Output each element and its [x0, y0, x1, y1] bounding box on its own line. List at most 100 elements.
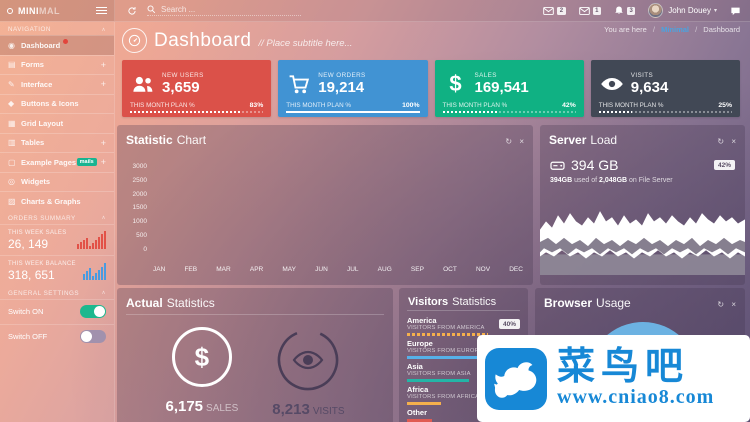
expand-plus-icon: + — [100, 157, 106, 168]
refresh-icon[interactable] — [127, 6, 137, 16]
panel-title-light: Statistics — [452, 296, 497, 308]
card-new-users: NEW USERS 3,659 THIS MONTH PLAN % 83% — [122, 60, 272, 117]
progress-track — [442, 111, 576, 113]
widget-icon: ◎ — [8, 177, 15, 187]
notifications-button[interactable]: 3 — [614, 5, 636, 16]
visitor-bar — [407, 356, 496, 359]
visitor-row-asia: Asia VISITORS FROM ASIA — [399, 359, 528, 382]
breadcrumb-brand-link[interactable]: Minimal — [661, 25, 690, 34]
week-balance-value: 318, 651 — [8, 267, 55, 282]
panel-title-bold: Browser — [544, 296, 593, 310]
panel-title-bold: Actual — [126, 296, 163, 310]
search-box[interactable] — [147, 5, 301, 16]
plan-label: THIS MONTH PLAN % — [130, 102, 195, 109]
alert-dot-badge — [63, 39, 69, 45]
plan-label: THIS MONTH PLAN % — [286, 102, 351, 109]
progress-fill — [286, 111, 420, 113]
panel-refresh-icon[interactable]: ↻ — [717, 137, 725, 146]
nav-section-header[interactable]: NAVIGATION ∧ — [8, 26, 106, 33]
mails-badge: mails — [76, 158, 97, 167]
page-title: Dashboard — [154, 29, 252, 51]
week-balance-label: THIS WEEK BALANCE — [8, 260, 76, 267]
switch-on-label: Switch ON — [8, 307, 44, 316]
messages-button[interactable]: 2 — [543, 6, 566, 16]
switch-off-row: Switch OFF — [0, 323, 114, 349]
panel-close-icon[interactable]: × — [731, 300, 736, 309]
plan-percent: 42% — [562, 102, 576, 109]
storage-value: 394 GB — [571, 157, 619, 173]
card-label: NEW ORDERS — [318, 71, 366, 79]
logo-dot-icon — [7, 7, 13, 14]
sidebar-item-example-pages[interactable]: ▢ Example Pages mails + — [0, 152, 114, 172]
actual-statistics-panel: Actual Statistics $ 6,175 SALES 8,213 VISI… — [117, 288, 393, 422]
visitor-row-europe: Europe VISITORS FROM EUROPE — [399, 336, 528, 359]
general-settings-header[interactable]: GENERAL SETTINGS ∧ — [8, 289, 106, 297]
sidebar-item-dashboard[interactable]: ◉ Dashboard — [0, 35, 114, 55]
panel-title-light: Usage — [596, 296, 631, 310]
plan-label: THIS MONTH PLAN % — [442, 102, 508, 109]
search-input[interactable] — [161, 5, 301, 14]
panel-close-icon[interactable]: × — [731, 137, 736, 146]
card-sales: $ SALES 169,541 THIS MONTH PLAN % 42% — [434, 60, 584, 117]
sidebar-item-grid-layout[interactable]: ▦ Grid Layout — [0, 113, 114, 133]
topbar-right: 2 1 3 John Douey ▾ — [543, 3, 750, 18]
pencil-icon: ✎ — [8, 79, 15, 89]
card-value: 19,214 — [318, 78, 365, 96]
panel-close-icon[interactable]: × — [519, 137, 524, 146]
user-name: John Douey — [668, 6, 711, 15]
card-visits: VISITS 9,634 THIS MONTH PLAN % 25% — [590, 60, 740, 117]
cart-icon — [286, 74, 312, 94]
sidebar-item-widgets[interactable]: ◎ Widgets — [0, 171, 114, 192]
panel-refresh-icon[interactable]: ↻ — [717, 300, 725, 309]
toggle-on[interactable] — [80, 305, 106, 318]
logo[interactable]: MINI MAL — [0, 0, 115, 21]
visitor-bar — [407, 402, 441, 405]
monitor-icon: ▢ — [8, 157, 16, 167]
mail-icon — [578, 6, 590, 15]
panel-title-bold: Server — [549, 133, 587, 147]
inbox-button[interactable]: 1 — [578, 6, 601, 16]
sidebar-item-interface[interactable]: ✎ Interface + — [0, 74, 114, 94]
storage-usage-text: 394GB used of 2,048GB on File Server — [550, 177, 673, 184]
chevron-up-icon: ∧ — [101, 26, 106, 33]
dollar-icon: $ — [449, 71, 462, 96]
expand-plus-icon: + — [100, 59, 106, 70]
x-axis-labels: JAN FEB MAR APR MAY JUN JUL AUG SEP OCT NOV DEC — [153, 266, 523, 273]
watermark-bird-logo-icon — [485, 347, 547, 410]
panel-title-bold: Statistic — [126, 133, 173, 147]
visitor-row-africa: Africa VISITORS FROM AFRICA — [399, 382, 528, 405]
sidebar-item-tables[interactable]: ▥ Tables + — [0, 132, 114, 153]
page-subtitle: // Place subtitle here... — [258, 37, 353, 49]
visitor-row-other: Other — [399, 405, 528, 422]
card-value: 3,659 — [162, 78, 200, 96]
hamburger-icon[interactable] — [96, 5, 107, 16]
statistic-chart-panel: Statistic Chart ↻ × 3000 2500 2000 1500 1000… — [117, 125, 533, 285]
sidebar-item-buttons-icons[interactable]: ◆ Buttons & Icons — [0, 93, 114, 114]
breadcrumb: You are here / Minimal / Dashboard — [604, 25, 740, 34]
watermark-url: www.cniao8.com — [557, 386, 715, 408]
progress-track — [598, 111, 732, 113]
panel-title-bold: Visitors — [408, 296, 449, 308]
sidebar-item-charts-graphs[interactable]: ▨ Charts & Graphs — [0, 191, 114, 211]
table-icon: ▥ — [8, 138, 16, 148]
chat-button[interactable] — [730, 6, 741, 16]
panel-refresh-icon[interactable]: ↻ — [505, 137, 513, 146]
orders-summary-header[interactable]: ORDERS SUMMARY ∧ — [8, 214, 106, 222]
sidebar-item-forms[interactable]: ▤ Forms + — [0, 54, 114, 75]
user-menu[interactable]: John Douey ▾ — [648, 3, 717, 18]
avatar — [648, 3, 664, 18]
toggle-off[interactable] — [80, 330, 106, 343]
visitor-row-america: America VISITORS FROM AMERICA 40% — [399, 313, 528, 336]
search-icon — [147, 5, 156, 14]
plan-label: THIS MONTH PLAN % — [598, 102, 664, 109]
logo-text-bold: MINI — [18, 5, 39, 16]
notifications-badge: 3 — [626, 6, 636, 15]
progress-track — [130, 111, 264, 113]
eye-icon — [599, 76, 625, 92]
server-load-percent-badge: 42% — [713, 160, 735, 170]
form-icon: ▤ — [8, 60, 16, 70]
progress-fill — [598, 111, 633, 113]
card-label: NEW USERS — [162, 71, 204, 79]
server-load-waveform-chart — [540, 211, 745, 275]
breadcrumb-page: Dashboard — [703, 25, 740, 34]
